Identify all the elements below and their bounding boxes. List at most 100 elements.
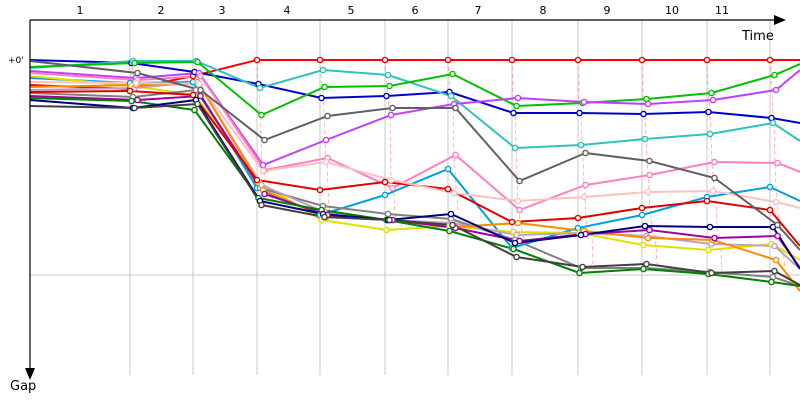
x-axis-arrow-icon	[774, 15, 786, 25]
series-point	[256, 84, 264, 92]
series-point	[387, 176, 395, 184]
series-point	[711, 234, 718, 242]
series-point	[449, 70, 456, 78]
series-point	[444, 185, 452, 193]
series-point	[514, 197, 522, 205]
series-point	[450, 189, 458, 197]
series-point	[576, 269, 583, 277]
series-point	[447, 210, 455, 218]
series-point	[389, 104, 396, 112]
series-point	[772, 198, 780, 206]
series-point	[449, 221, 456, 229]
series-point	[383, 226, 390, 234]
series-point	[513, 102, 520, 110]
series-point	[774, 159, 781, 167]
series-point	[516, 206, 523, 214]
series-point	[508, 56, 516, 64]
series-point	[580, 98, 588, 106]
series-point	[579, 263, 586, 271]
series-point	[643, 260, 650, 268]
series-point	[253, 56, 261, 64]
lap-label: 5	[348, 4, 355, 17]
series-point	[132, 79, 140, 87]
series-point	[321, 213, 328, 221]
series-point	[381, 178, 389, 186]
series-point	[711, 158, 718, 166]
lap-label: 10	[665, 4, 679, 17]
series-point	[321, 83, 328, 91]
series-point	[513, 231, 520, 239]
series-point	[574, 214, 582, 222]
series-point	[131, 104, 138, 112]
lap-connector	[577, 59, 596, 274]
series-point	[516, 177, 523, 185]
series-point	[447, 92, 455, 100]
series-point	[514, 219, 522, 227]
series-point	[771, 242, 778, 250]
series-point	[324, 112, 331, 120]
series-line	[29, 102, 800, 286]
series-point	[577, 141, 585, 149]
series-line	[29, 82, 800, 292]
series-point	[640, 110, 647, 118]
series-point	[644, 188, 652, 196]
series-point	[319, 66, 327, 74]
series-point	[194, 58, 201, 66]
lap-connector	[447, 59, 466, 232]
series-point	[128, 97, 135, 105]
series-point	[774, 221, 781, 229]
series-point	[318, 94, 325, 102]
lap-label: 7	[475, 4, 482, 17]
series-point	[582, 149, 589, 157]
series-point	[322, 136, 330, 144]
series-point	[646, 171, 653, 179]
series-point	[574, 56, 582, 64]
series-point	[452, 104, 459, 112]
series-point	[322, 158, 330, 166]
series-point	[582, 181, 589, 189]
series-point	[131, 59, 138, 67]
series-point	[641, 222, 649, 230]
grid-lines	[30, 20, 800, 375]
series-point	[386, 82, 393, 90]
series-point	[197, 72, 204, 80]
series-point	[708, 89, 715, 97]
series-point	[769, 119, 777, 127]
series-point	[638, 56, 646, 64]
series-point	[708, 269, 715, 277]
series-point	[705, 108, 712, 116]
series-point	[389, 184, 396, 192]
series-point	[444, 56, 452, 64]
x-axis-title: Time	[741, 29, 774, 44]
series-point	[259, 167, 267, 175]
series-point	[126, 87, 134, 95]
series-point	[508, 218, 516, 226]
series-point	[444, 165, 452, 173]
y-axis-title: Gap	[10, 379, 36, 394]
series-point	[646, 157, 653, 165]
series-point	[261, 136, 268, 144]
lap-label: 3	[219, 4, 226, 17]
series-point	[191, 106, 198, 114]
series-point	[774, 232, 781, 240]
series-point	[772, 86, 780, 94]
series-point	[189, 91, 197, 99]
series-point	[381, 191, 389, 199]
lap-label: 11	[715, 4, 729, 17]
series-point	[644, 234, 652, 242]
series-point	[641, 135, 649, 143]
series-point	[258, 201, 265, 209]
series-point	[772, 256, 780, 264]
y-tick-label: +0'	[8, 56, 24, 66]
series-point	[134, 96, 141, 104]
series-point	[577, 231, 585, 239]
series-lines	[29, 59, 800, 292]
series-point	[576, 109, 583, 117]
series-point	[386, 216, 393, 224]
series-point	[644, 100, 652, 108]
series-point	[384, 210, 392, 218]
series-point	[384, 71, 392, 79]
series-point	[766, 56, 774, 64]
series-point	[640, 265, 647, 273]
